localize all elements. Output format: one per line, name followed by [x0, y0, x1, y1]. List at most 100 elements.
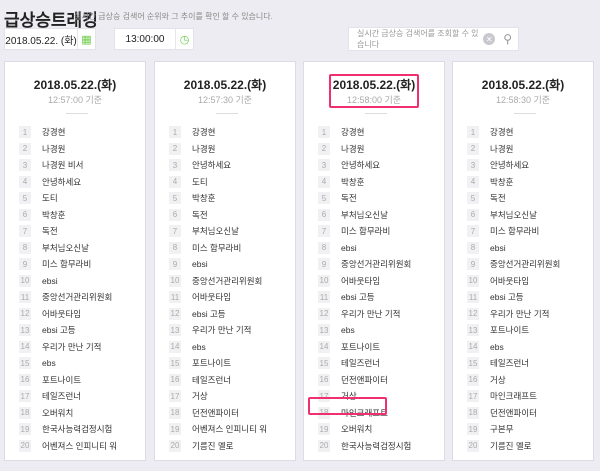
- list-item[interactable]: 19 구본무: [467, 421, 560, 438]
- list-item[interactable]: 20 기름진 멜로: [467, 438, 560, 455]
- list-item[interactable]: 17 거상: [169, 388, 267, 405]
- list-item[interactable]: 13 포트나이트: [467, 322, 560, 339]
- list-item[interactable]: 15 포트나이트: [169, 355, 267, 372]
- list-item[interactable]: 1 강경현: [19, 124, 117, 141]
- list-item[interactable]: 20 한국사능력검정시험: [318, 438, 411, 455]
- list-item[interactable]: 4 안녕하세요: [19, 174, 117, 191]
- list-item[interactable]: 2 나경원: [19, 141, 117, 158]
- rank-number: 2: [467, 142, 479, 155]
- list-item[interactable]: 8 부처님오신날: [19, 240, 117, 257]
- list-item[interactable]: 11 ebsi 고등: [318, 289, 411, 306]
- list-item[interactable]: 7 부처님오신날: [169, 223, 267, 240]
- list-item[interactable]: 10 ebsi: [19, 273, 117, 290]
- list-item[interactable]: 9 중앙선거관리위원회: [318, 256, 411, 273]
- search-icon[interactable]: ⚲: [503, 32, 512, 46]
- list-item[interactable]: 14 우리가 만난 기적: [19, 339, 117, 356]
- list-item[interactable]: 6 박창훈: [19, 207, 117, 224]
- list-item[interactable]: 18 던전앤파이터: [169, 405, 267, 422]
- list-item[interactable]: 6 독전: [169, 207, 267, 224]
- rank-number: 11: [318, 291, 330, 304]
- list-item[interactable]: 6 부처님오신날: [467, 207, 560, 224]
- list-item[interactable]: 20 기름진 멜로: [169, 438, 267, 455]
- list-item[interactable]: 15 테일즈런너: [467, 355, 560, 372]
- list-item[interactable]: 15 테일즈런너: [318, 355, 411, 372]
- list-item[interactable]: 8 ebsi: [467, 240, 560, 257]
- list-item[interactable]: 8 ebsi: [318, 240, 411, 257]
- list-item[interactable]: 16 테일즈런너: [169, 372, 267, 389]
- list-item[interactable]: 16 거상: [467, 372, 560, 389]
- list-item[interactable]: 4 도티: [169, 174, 267, 191]
- list-item[interactable]: 13 ebsi 고등: [19, 322, 117, 339]
- calendar-icon[interactable]: ▦: [77, 29, 95, 49]
- list-item[interactable]: 18 던전앤파이터: [467, 405, 560, 422]
- list-item[interactable]: 14 ebs: [467, 339, 560, 356]
- keyword: 한국사능력검정시험: [341, 440, 412, 451]
- list-item[interactable]: 9 미스 함무라비: [19, 256, 117, 273]
- time-picker[interactable]: 13:00:00 ◷: [114, 28, 194, 50]
- rank-number: 2: [318, 142, 330, 155]
- list-item[interactable]: 1 강경현: [467, 124, 560, 141]
- rank-number: 12: [169, 307, 181, 320]
- list-item[interactable]: 20 어벤져스 인피니티 워: [19, 438, 117, 455]
- list-item[interactable]: 7 미스 함무라비: [318, 223, 411, 240]
- list-item[interactable]: 9 ebsi: [169, 256, 267, 273]
- clear-icon[interactable]: ✕: [483, 33, 496, 45]
- list-item[interactable]: 17 거상: [318, 388, 411, 405]
- list-item[interactable]: 6 부처님오신날: [318, 207, 411, 224]
- list-item[interactable]: 12 우리가 만난 기적: [318, 306, 411, 323]
- list-item[interactable]: 4 박창훈: [318, 174, 411, 191]
- clock-icon[interactable]: ◷: [175, 29, 193, 49]
- list-item[interactable]: 16 포트나이트: [19, 372, 117, 389]
- list-item[interactable]: 10 어바웃타임: [467, 273, 560, 290]
- list-item[interactable]: 10 어바웃타임: [318, 273, 411, 290]
- list-item[interactable]: 19 어벤져스 인피니티 워: [169, 421, 267, 438]
- list-item[interactable]: 15 ebs: [19, 355, 117, 372]
- list-item[interactable]: 10 중앙선거관리위원회: [169, 273, 267, 290]
- list-item[interactable]: 12 어바웃타임: [19, 306, 117, 323]
- list-item[interactable]: 5 독전: [318, 190, 411, 207]
- list-item[interactable]: 17 마인크래프트: [467, 388, 560, 405]
- list-item[interactable]: 13 우리가 만난 기적: [169, 322, 267, 339]
- list-item[interactable]: 7 미스 함무라비: [467, 223, 560, 240]
- rank-number: 4: [467, 175, 479, 188]
- list-item[interactable]: 5 도티: [19, 190, 117, 207]
- date-picker[interactable]: 2018.05.22. (화) ▦: [4, 28, 96, 50]
- list-item[interactable]: 1 강경현: [318, 124, 411, 141]
- list-item[interactable]: 19 한국사능력검정시험: [19, 421, 117, 438]
- list-item[interactable]: 8 미스 함무라비: [169, 240, 267, 257]
- list-item[interactable]: 14 ebs: [169, 339, 267, 356]
- list-item[interactable]: 11 어바웃타임: [169, 289, 267, 306]
- list-item[interactable]: 3 안녕하세요: [318, 157, 411, 174]
- list-item[interactable]: 18 마인크래프트: [318, 405, 411, 422]
- list-item[interactable]: 3 안녕하세요: [467, 157, 560, 174]
- list-item[interactable]: 13 ebs: [318, 322, 411, 339]
- list-item[interactable]: 5 독전: [467, 190, 560, 207]
- list-item[interactable]: 19 오버워치: [318, 421, 411, 438]
- list-item[interactable]: 12 ebsi 고등: [169, 306, 267, 323]
- list-item[interactable]: 14 포트나이트: [318, 339, 411, 356]
- rank-number: 9: [467, 258, 479, 271]
- list-item[interactable]: 3 나경원 비서: [19, 157, 117, 174]
- list-item[interactable]: 17 테일즈런너: [19, 388, 117, 405]
- list-item[interactable]: 4 박창훈: [467, 174, 560, 191]
- keyword: 강경현: [341, 127, 365, 138]
- list-item[interactable]: 16 던전앤파이터: [318, 372, 411, 389]
- list-item[interactable]: 11 ebsi 고등: [467, 289, 560, 306]
- list-item[interactable]: 1 강경현: [169, 124, 267, 141]
- rank-number: 8: [19, 241, 31, 254]
- rank-number: 16: [467, 373, 479, 386]
- divider: [514, 113, 536, 114]
- list-item[interactable]: 2 나경원: [467, 141, 560, 158]
- list-item[interactable]: 11 중앙선거관리위원회: [19, 289, 117, 306]
- list-item[interactable]: 3 안녕하세요: [169, 157, 267, 174]
- card-time: 12:57:30 기준: [197, 95, 253, 105]
- list-item[interactable]: 18 오버워치: [19, 405, 117, 422]
- list-item[interactable]: 12 우리가 만난 기적: [467, 306, 560, 323]
- search-input[interactable]: 실시간 급상승 검색어를 조회할 수 있습니다 ✕ ⚲: [348, 27, 519, 51]
- list-item[interactable]: 2 나경원: [318, 141, 411, 158]
- list-item[interactable]: 7 독전: [19, 223, 117, 240]
- list-item[interactable]: 9 중앙선거관리위원회: [467, 256, 560, 273]
- list-item[interactable]: 5 박창훈: [169, 190, 267, 207]
- list-item[interactable]: 2 나경원: [169, 141, 267, 158]
- keyword: 강경현: [490, 127, 514, 138]
